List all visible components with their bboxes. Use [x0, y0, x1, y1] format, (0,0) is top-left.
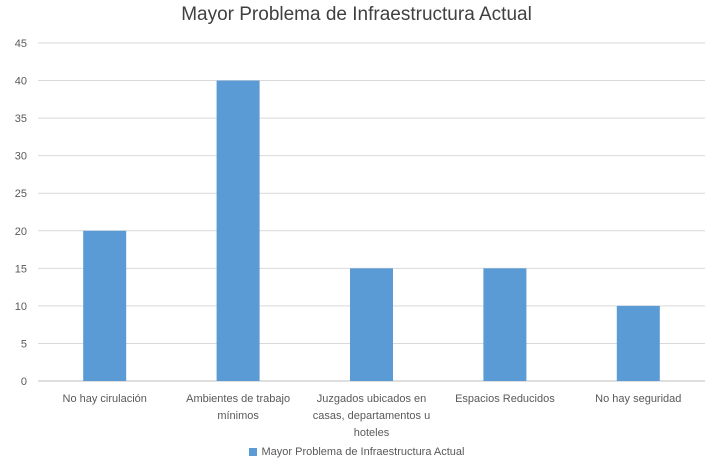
y-tick-label: 35	[15, 113, 27, 125]
x-tick-label: Espacios Reducidos	[455, 393, 555, 405]
bar	[483, 268, 527, 381]
y-tick-label: 25	[15, 188, 27, 200]
bar	[350, 268, 393, 381]
legend-label: Mayor Problema de Infraestructura Actual	[261, 446, 465, 458]
y-tick-label: 5	[21, 338, 27, 350]
y-tick-label: 40	[15, 76, 27, 88]
y-tick-label: 0	[21, 376, 27, 388]
y-tick-label: 10	[15, 301, 27, 313]
bar	[83, 230, 127, 381]
bar	[216, 80, 260, 382]
y-tick-label: 20	[15, 226, 27, 238]
y-tick-label: 30	[15, 151, 27, 163]
legend-swatch	[248, 448, 257, 456]
x-tick-label: Ambientes de trabajo mínimos	[186, 393, 290, 422]
chart-title: Mayor Problema de Infraestructura Actual	[181, 4, 532, 25]
x-tick-label: Juzgados ubicados en casas, departamentos…	[313, 393, 430, 439]
x-tick-label: No hay seguridad	[595, 393, 681, 405]
y-tick-label: 15	[15, 263, 27, 275]
x-tick-label: No hay cirulación	[63, 393, 147, 405]
y-tick-label: 45	[15, 38, 27, 50]
bar	[616, 305, 660, 381]
chart-legend: Mayor Problema de Infraestructura Actual	[0, 446, 713, 458]
